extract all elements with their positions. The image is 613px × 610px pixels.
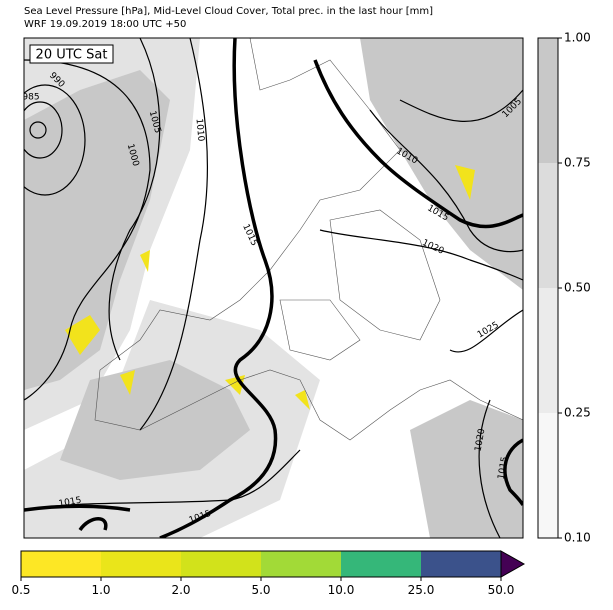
cloud-area xyxy=(60,360,250,480)
pressure-contour xyxy=(369,109,523,253)
colorbar-tick-label: 10.0 xyxy=(328,583,355,597)
pressure-contour xyxy=(399,89,523,122)
pressure-contour xyxy=(449,309,523,353)
contour-label: 1015 xyxy=(58,496,82,510)
colorbar-segment xyxy=(538,413,558,538)
colorbar-segment xyxy=(421,551,501,577)
colorbar-segment xyxy=(538,288,558,413)
contour-label: 1020 xyxy=(474,428,488,453)
cloud-colorbar: 0.10 0.25 0.50 0.75 1.00 xyxy=(537,31,591,545)
colorbar-tick-label: 0.50 xyxy=(564,281,591,295)
cloud-area xyxy=(410,400,523,538)
time-box xyxy=(29,44,114,64)
pressure-contour xyxy=(478,399,501,538)
colorbar-segment xyxy=(538,38,558,163)
pressure-contour-1015 xyxy=(313,59,523,229)
pressure-contour xyxy=(139,38,209,431)
colorbar-segment xyxy=(21,551,101,577)
colorbar-segment xyxy=(101,551,181,577)
pressure-contour-1015 xyxy=(159,38,278,538)
time-label: 20 UTC Sat xyxy=(36,48,108,63)
colorbar-tick-label: 1.00 xyxy=(564,31,591,45)
colorbar-segment xyxy=(261,551,341,577)
colorbar-tick-label: 0.75 xyxy=(564,156,591,170)
contour-label: 985 xyxy=(22,93,39,103)
subtitle: WRF 19.09.2019 18:00 UTC +50 xyxy=(24,19,186,30)
colorbar-tick-label: 2.0 xyxy=(171,583,190,597)
contour-label: 1010 xyxy=(194,118,206,142)
pressure-contour xyxy=(108,38,161,361)
pressure-contour xyxy=(319,229,523,281)
map-frame xyxy=(23,37,524,539)
colorbar-segment xyxy=(181,551,261,577)
colorbar-tick-label: 0.10 xyxy=(564,531,591,545)
precip-colorbar: 0.5 1.0 2.0 5.0 10.0 25.0 50.0 xyxy=(11,550,526,597)
pressure-contour xyxy=(24,59,151,401)
colorbar-segment xyxy=(538,163,558,288)
colorbar-tick-label: 0.5 xyxy=(11,583,30,597)
coastline xyxy=(94,38,523,441)
colorbar-extend xyxy=(500,550,526,578)
colorbar-tick-label: 25.0 xyxy=(408,583,435,597)
cloud-area xyxy=(24,70,170,390)
pressure-contour xyxy=(29,121,47,139)
colorbar-segment xyxy=(341,551,421,577)
colorbar-tick-label: 1.0 xyxy=(91,583,110,597)
colorbar-tick-label: 0.25 xyxy=(564,406,591,420)
contour-label: 1015 xyxy=(497,456,511,480)
title: Sea Level Pressure [hPa], Mid-Level Clou… xyxy=(24,6,433,17)
colorbar-tick-label: 5.0 xyxy=(251,583,270,597)
pressure-contour-1015 xyxy=(503,438,523,506)
pressure-contour xyxy=(24,84,86,196)
border xyxy=(279,209,441,361)
pressure-contour-1015 xyxy=(24,504,131,532)
pressure-contour xyxy=(24,101,63,159)
colorbar-tick-label: 50.0 xyxy=(488,583,515,597)
